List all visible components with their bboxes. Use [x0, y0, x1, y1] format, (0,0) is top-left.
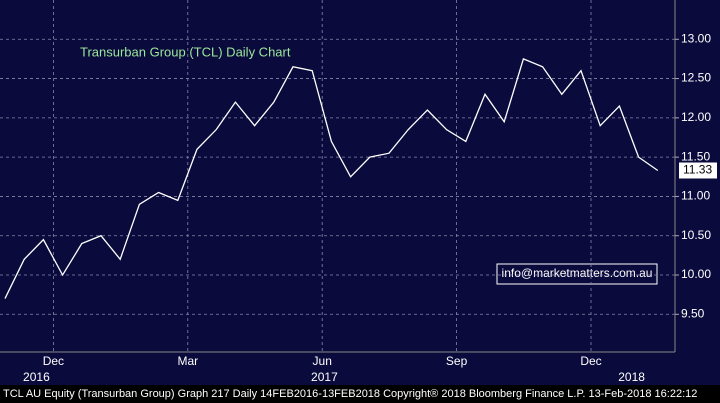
- y-tick-label: 12.50: [681, 71, 711, 85]
- last-price-label: 11.33: [683, 163, 712, 177]
- y-tick-label: 11.00: [681, 189, 710, 203]
- y-tick-label: 10.50: [681, 228, 711, 242]
- x-tick-label: Dec: [43, 354, 64, 368]
- chart-title: Transurban Group (TCL) Daily Chart: [80, 44, 291, 59]
- y-tick-label: 9.50: [681, 306, 705, 320]
- x-year-label: 2018: [618, 370, 645, 384]
- x-tick-label: Mar: [177, 354, 198, 368]
- x-year-label: 2016: [23, 370, 50, 384]
- annotation: info@marketmatters.com.au: [502, 266, 653, 280]
- y-tick-label: 10.00: [681, 267, 711, 281]
- background: [0, 0, 720, 385]
- x-tick-label: Jun: [313, 354, 332, 368]
- y-tick-label: 11.50: [681, 149, 710, 163]
- annotation-box: [496, 263, 658, 285]
- x-year-label: 2017: [311, 370, 338, 384]
- price-line: [4, 58, 659, 299]
- x-tick-label: Sep: [446, 354, 468, 368]
- y-tick-label: 12.00: [681, 110, 711, 124]
- last-price-box: [679, 162, 717, 179]
- x-tick-label: Dec: [580, 354, 601, 368]
- y-tick-label: 13.00: [681, 31, 711, 45]
- footer-bar: [0, 385, 720, 403]
- footer: TCL AU Equity (Transurban Group) Graph 2…: [3, 388, 697, 400]
